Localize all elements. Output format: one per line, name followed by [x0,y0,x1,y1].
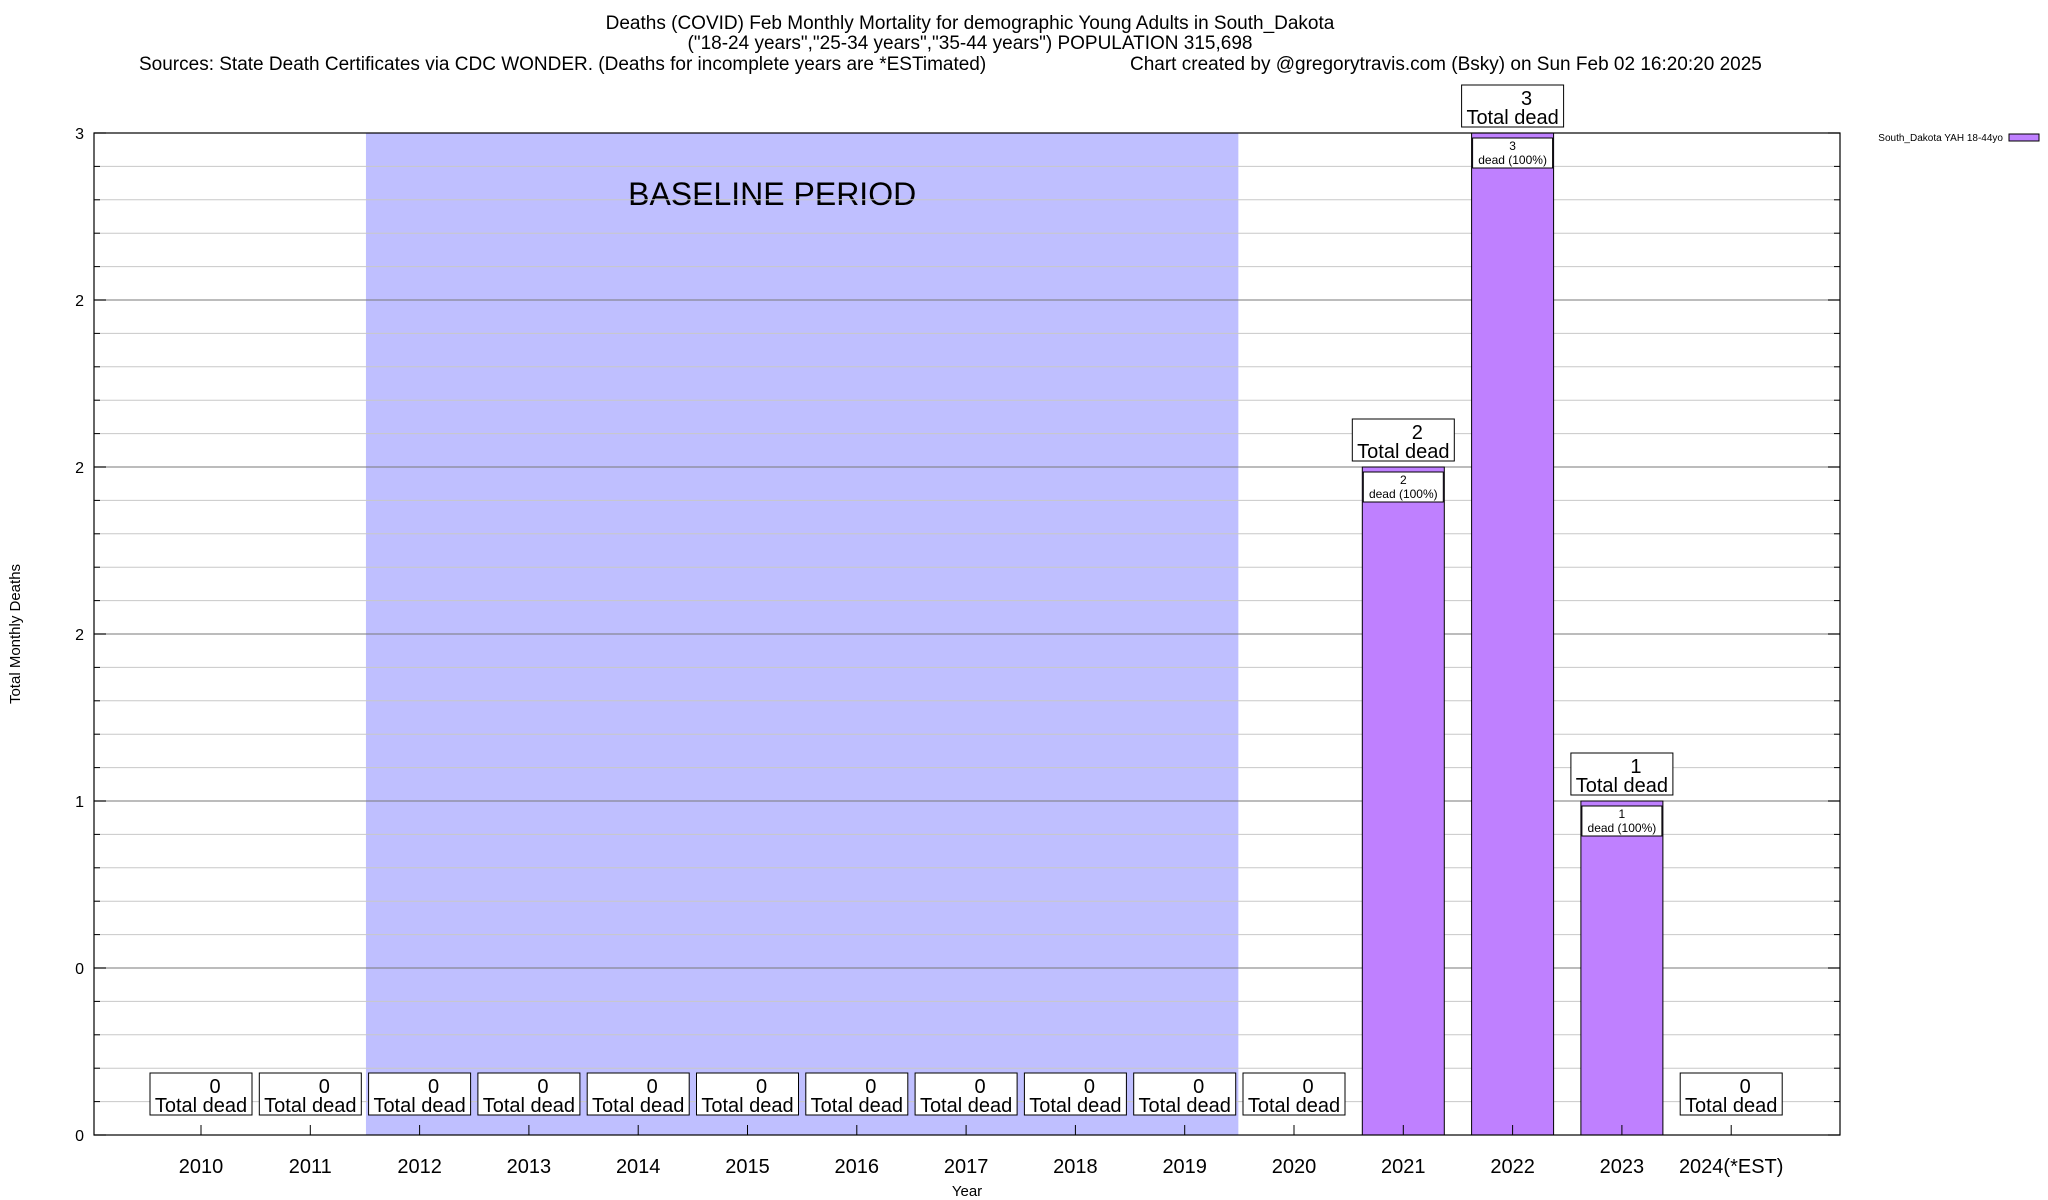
bar [1471,132,1555,1136]
total-label-text: Total dead [1466,107,1558,129]
legend-swatch [2008,133,2040,142]
bar-inner-label-box [1472,137,1554,169]
total-label-value: 3 [1521,88,1532,110]
total-label-box [1570,752,1674,796]
total-label-text: Total dead [1139,1095,1231,1117]
y-tick-label: 2 [75,293,84,310]
total-label-box [1023,1072,1127,1116]
chart-subtitle: ("18-24 years","25-34 years","35-44 year… [687,33,1253,54]
total-label-text: Total dead [811,1095,903,1117]
x-tick-label: 2018 [1053,1156,1098,1178]
total-label-box [1351,418,1455,462]
total-label-value: 0 [1740,1076,1751,1098]
total-label-value: 0 [756,1076,767,1098]
bars-layer [197,132,1735,1136]
legend: South_Dakota YAH 18-44yo [1878,133,2040,144]
x-tick-label: 2012 [397,1156,442,1178]
total-label-text: Total dead [1248,1095,1340,1117]
y-axis-label: Total Monthly Deaths [7,564,24,704]
bar-inner-label-box [1581,805,1663,837]
x-tick-label: 2011 [289,1156,332,1178]
total-label-box [1242,1072,1346,1116]
y-tick-label: 0 [75,1128,84,1145]
y-tick-label: 2 [75,460,84,477]
y-tick-label: 2 [75,627,84,644]
chart-title: Deaths (COVID) Feb Monthly Mortality for… [605,13,1335,34]
x-tick-label: 2016 [835,1156,880,1178]
baseline-band-label: BASELINE PERIOD [628,176,916,212]
total-label-box [149,1072,253,1116]
chart-credit: Chart created by @gregorytravis.com (Bsk… [1130,54,1762,75]
legend-series-name: South_Dakota YAH 18-44yo [1878,133,2003,144]
total-label-text: Total dead [1029,1095,1121,1117]
x-tick-label: 2015 [725,1156,770,1178]
bar [1580,800,1664,1136]
bar [1361,466,1445,1136]
bar-inner-percent: dead (100%) [1588,821,1657,835]
total-label-box [477,1072,581,1116]
y-tick-label: 3 [75,126,84,143]
bar-inner-label-box [1362,471,1444,503]
x-tick-label: 2013 [507,1156,552,1178]
x-tick-label: 2024(*EST) [1679,1156,1784,1178]
total-label-value: 0 [209,1076,220,1098]
total-label-box [1133,1072,1237,1116]
total-label-value: 0 [1084,1076,1095,1098]
total-label-box [258,1072,362,1116]
total-label-value: 0 [537,1076,548,1098]
total-label-value: 2 [1412,422,1423,444]
total-label-box [1461,84,1565,128]
x-tick-label: 2017 [944,1156,989,1178]
bar-inner-value: 2 [1400,473,1407,487]
total-label-value: 0 [647,1076,658,1098]
y-tick-label: 1 [75,794,84,811]
total-label-text: Total dead [483,1095,575,1117]
total-label-box [368,1072,472,1116]
total-label-value: 0 [428,1076,439,1098]
total-label-value: 0 [865,1076,876,1098]
x-tick-label: 2023 [1600,1156,1645,1178]
total-label-value: 0 [1193,1076,1204,1098]
total-label-value: 0 [975,1076,986,1098]
total-label-text: Total dead [1685,1095,1777,1117]
total-label-value: 0 [319,1076,330,1098]
total-label-box [586,1072,690,1116]
x-tick-label: 2010 [179,1156,224,1178]
bar-inner-percent: dead (100%) [1478,153,1547,167]
total-label-text: Total dead [1576,775,1668,797]
total-label-text: Total dead [155,1095,247,1117]
bar-inner-value: 3 [1509,139,1516,153]
bar-inner-value: 1 [1619,807,1626,821]
total-label-text: Total dead [701,1095,793,1117]
total-label-text: Total dead [264,1095,356,1117]
total-label-text: Total dead [1357,441,1449,463]
x-tick-label: 2020 [1272,1156,1317,1178]
total-label-box [696,1072,799,1116]
total-label-box [805,1072,909,1116]
x-tick-label: 2021 [1381,1156,1426,1178]
total-label-text: Total dead [592,1095,684,1117]
x-tick-label: 2022 [1490,1156,1535,1178]
total-label-value: 0 [1302,1076,1313,1098]
total-label-box [914,1072,1018,1116]
total-label-box [1679,1072,1783,1116]
total-label-text: Total dead [373,1095,465,1117]
x-tick-label: 2014 [616,1156,661,1178]
y-tick-label: 0 [75,961,84,978]
x-tick-label: 2019 [1162,1156,1207,1178]
chart-sources: Sources: State Death Certificates via CD… [139,54,987,75]
total-label-value: 1 [1630,756,1641,778]
total-label-text: Total dead [920,1095,1012,1117]
bar-inner-percent: dead (100%) [1369,487,1438,501]
x-axis-label: Year [952,1183,982,1200]
